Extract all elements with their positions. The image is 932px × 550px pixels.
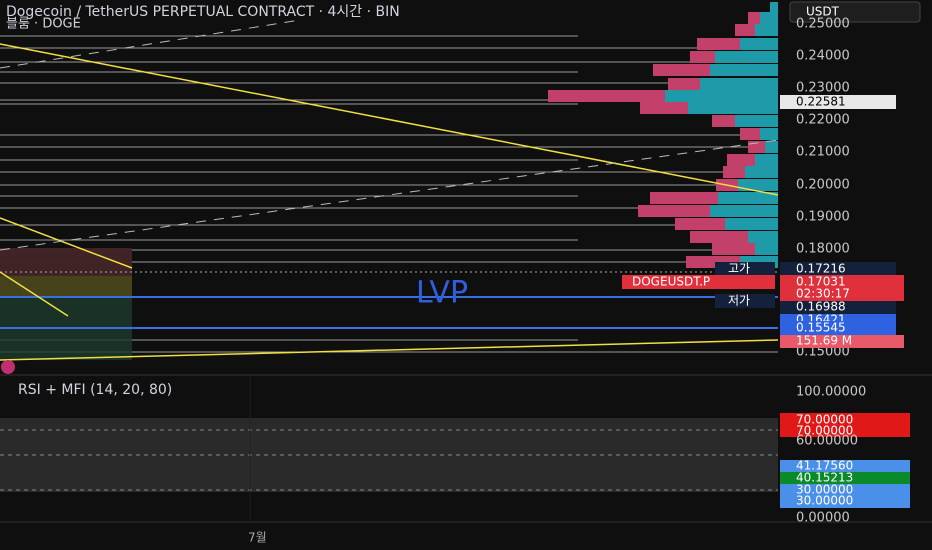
last-box: [780, 275, 904, 301]
price-label: 0.15000: [796, 345, 850, 360]
zone-box-mid: [0, 276, 132, 298]
rsi-band: [0, 418, 778, 492]
profile-buy: [718, 192, 778, 204]
price-axis: 0.25000 0.24000 0.23000 0.22000 0.21000 0.200…: [796, 17, 850, 360]
profile-buy: [755, 243, 778, 255]
profile-buy: [755, 24, 778, 36]
upper-value: 70.00000: [796, 413, 853, 427]
indicator-axis-label: 60.00000: [796, 434, 858, 449]
marker-icon: [1, 360, 15, 374]
profile-buy: [765, 141, 778, 153]
volume-profile: [548, 2, 778, 268]
low-tag-box: [715, 294, 775, 308]
upper-box: [780, 413, 910, 437]
high-tag-box: [715, 262, 775, 276]
trend-line: [0, 217, 133, 269]
chart-title: Dogecoin / TetherUS PERPETUAL CONTRACT ·…: [6, 4, 400, 20]
profile-buy: [665, 90, 778, 102]
profile-buy: [770, 2, 778, 14]
low-value: 0.16988: [796, 300, 846, 314]
chart-subtitle: 블룸 · DOGE: [6, 17, 81, 32]
current-line-box: [780, 95, 896, 109]
profile-buy: [740, 38, 778, 50]
low-box: [780, 301, 896, 314]
symbol-label: DOGEUSDT.P: [632, 275, 710, 289]
profile-buy: [700, 78, 778, 90]
profile-buy: [735, 115, 778, 127]
price-label: 0.23000: [796, 81, 850, 96]
profile-buy: [748, 231, 778, 243]
volume-box: [780, 335, 904, 348]
level-value: 0.15545: [796, 321, 846, 335]
upper-value: 70.00000: [796, 424, 853, 438]
last-value: 0.17031: [796, 275, 846, 289]
currency-button[interactable]: [789, 1, 921, 23]
price-label: 0.20000: [796, 178, 850, 193]
price-label: 0.22000: [796, 113, 850, 128]
time-label: 7월: [248, 531, 267, 545]
high-value: 0.17216: [796, 262, 846, 276]
price-label: 0.21000: [796, 145, 850, 160]
dashed-line: [0, 19, 301, 69]
mfi-value: 40.15213: [796, 471, 853, 485]
indicator-axis-label: 0.00000: [796, 511, 850, 526]
lvp-label: LVP: [416, 276, 468, 311]
profile-buy: [688, 102, 778, 114]
countdown: 02:30:17: [796, 287, 850, 301]
lower-value: 30.00000: [796, 483, 853, 497]
profile-buy: [738, 179, 778, 191]
rsi-box: [780, 460, 910, 473]
level-box: [780, 321, 896, 335]
price-label: 0.19000: [796, 210, 850, 225]
profile-buy: [760, 128, 778, 140]
currency-label[interactable]: USDT: [806, 5, 840, 19]
profile-buy: [745, 166, 778, 178]
profile-buy: [760, 12, 778, 24]
indicator-title: RSI + MFI (14, 20, 80): [18, 382, 172, 398]
profile-buy: [710, 64, 778, 76]
profile-buy: [710, 205, 778, 217]
trend-line: [0, 339, 779, 361]
trend-line: [0, 271, 69, 317]
profile-buy: [755, 154, 778, 166]
indicator-axis-label: 100.00000: [796, 385, 866, 400]
symbol-box: [622, 275, 775, 289]
price-label: 0.25000: [796, 17, 850, 32]
current-line-label: 0.22581: [796, 95, 846, 109]
profile-buy: [725, 218, 778, 230]
zone-box-top: [0, 248, 132, 276]
lower-box: [780, 484, 910, 508]
mfi-box: [780, 472, 910, 485]
rsi-value: 41.17560: [796, 459, 853, 473]
high-box: [780, 262, 896, 276]
lower-value: 30.00000: [796, 494, 853, 508]
price-label: 0.24000: [796, 49, 850, 64]
dashed-line: [0, 139, 779, 251]
high-tag: 고가: [728, 262, 750, 276]
low-tag: 저가: [728, 294, 750, 308]
profile-buy: [715, 51, 778, 63]
trend-line: [0, 43, 779, 196]
volume-value: 151.69 M: [796, 334, 852, 348]
price-lines: [0, 35, 778, 353]
price-label: 0.18000: [796, 242, 850, 257]
